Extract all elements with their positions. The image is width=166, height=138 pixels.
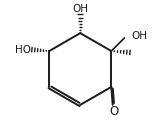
Text: OH: OH: [72, 4, 88, 14]
Text: HO: HO: [15, 45, 31, 55]
Text: OH: OH: [131, 31, 147, 41]
Text: O: O: [109, 105, 119, 118]
